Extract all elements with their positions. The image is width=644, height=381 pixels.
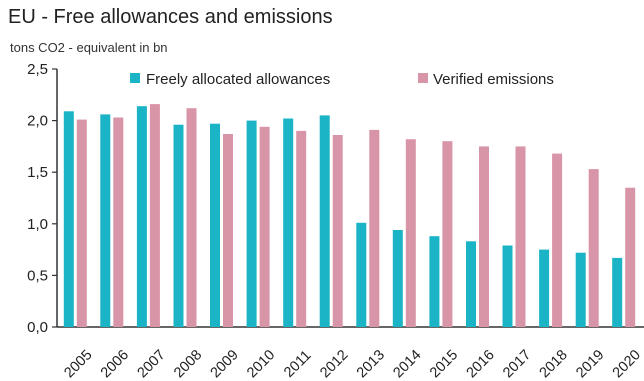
bar-emissions-2008 xyxy=(186,108,197,327)
x-tick-label: 2007 xyxy=(135,347,169,381)
bar-allowances-2013 xyxy=(356,222,367,327)
bar-emissions-2017 xyxy=(515,146,526,327)
y-tick-label: 2,5 xyxy=(27,61,48,78)
bar-emissions-2016 xyxy=(479,146,489,327)
legend-label-emissions: Verified emissions xyxy=(433,71,554,88)
bar-allowances-2014 xyxy=(392,230,403,327)
bar-emissions-2015 xyxy=(442,141,453,327)
x-tick-label: 2006 xyxy=(98,347,132,381)
x-tick-label: 2015 xyxy=(427,347,461,381)
bar-allowances-2005 xyxy=(63,111,74,327)
bar-allowances-2016 xyxy=(466,241,476,327)
x-tick-label: 2010 xyxy=(244,347,278,381)
bar-allowances-2012 xyxy=(319,115,330,328)
x-tick-label: 2016 xyxy=(464,347,498,381)
y-tick-label: 0,0 xyxy=(27,319,48,336)
bar-allowances-2017 xyxy=(502,245,513,327)
x-tick-label: 2020 xyxy=(610,347,644,381)
x-tick-label: 2017 xyxy=(500,347,534,381)
legend-swatch-allowances xyxy=(130,73,140,83)
bar-emissions-2010 xyxy=(259,126,270,327)
bar-emissions-2011 xyxy=(296,130,307,327)
bar-emissions-2009 xyxy=(223,134,233,327)
bar-allowances-2019 xyxy=(575,252,586,327)
bar-emissions-2014 xyxy=(405,139,416,327)
bar-allowances-2010 xyxy=(246,120,257,327)
legend-label-allowances: Freely allocated allowances xyxy=(146,71,330,88)
x-tick-label: 2011 xyxy=(281,347,314,380)
y-tick-label: 1,5 xyxy=(27,164,48,181)
bar-emissions-2005 xyxy=(76,119,87,327)
bar-emissions-2013 xyxy=(369,129,380,327)
y-tick-label: 0,5 xyxy=(27,267,48,284)
bar-emissions-2006 xyxy=(113,117,124,327)
bar-allowances-2015 xyxy=(429,236,440,327)
x-tick-label: 2018 xyxy=(537,347,571,381)
bar-allowances-2007 xyxy=(136,106,147,327)
x-tick-label: 2008 xyxy=(171,347,205,381)
bar-emissions-2020 xyxy=(625,187,636,327)
bar-allowances-2006 xyxy=(100,114,111,328)
bar-allowances-2020 xyxy=(612,257,623,327)
x-tick-label: 2014 xyxy=(390,347,424,381)
bar-emissions-2012 xyxy=(332,135,343,327)
bar-emissions-2007 xyxy=(149,104,160,327)
x-tick-label: 2013 xyxy=(354,347,388,381)
bar-allowances-2008 xyxy=(173,124,184,327)
y-tick-label: 1,0 xyxy=(27,216,48,233)
chart-title: EU - Free allowances and emissions xyxy=(8,6,333,28)
chart-subtitle: tons CO2 - equivalent in bn xyxy=(10,40,168,55)
bar-allowances-2011 xyxy=(283,118,294,327)
bar-emissions-2018 xyxy=(552,153,563,327)
bar-emissions-2019 xyxy=(588,169,599,327)
x-tick-label: 2019 xyxy=(573,347,607,381)
y-tick-label: 2,0 xyxy=(27,113,48,130)
x-tick-label: 2012 xyxy=(317,347,351,381)
x-tick-label: 2005 xyxy=(61,347,95,381)
bar-allowances-2009 xyxy=(210,123,220,327)
legend-swatch-emissions xyxy=(418,73,428,83)
x-tick-label: 2009 xyxy=(208,347,242,381)
bar-allowances-2018 xyxy=(539,249,550,327)
